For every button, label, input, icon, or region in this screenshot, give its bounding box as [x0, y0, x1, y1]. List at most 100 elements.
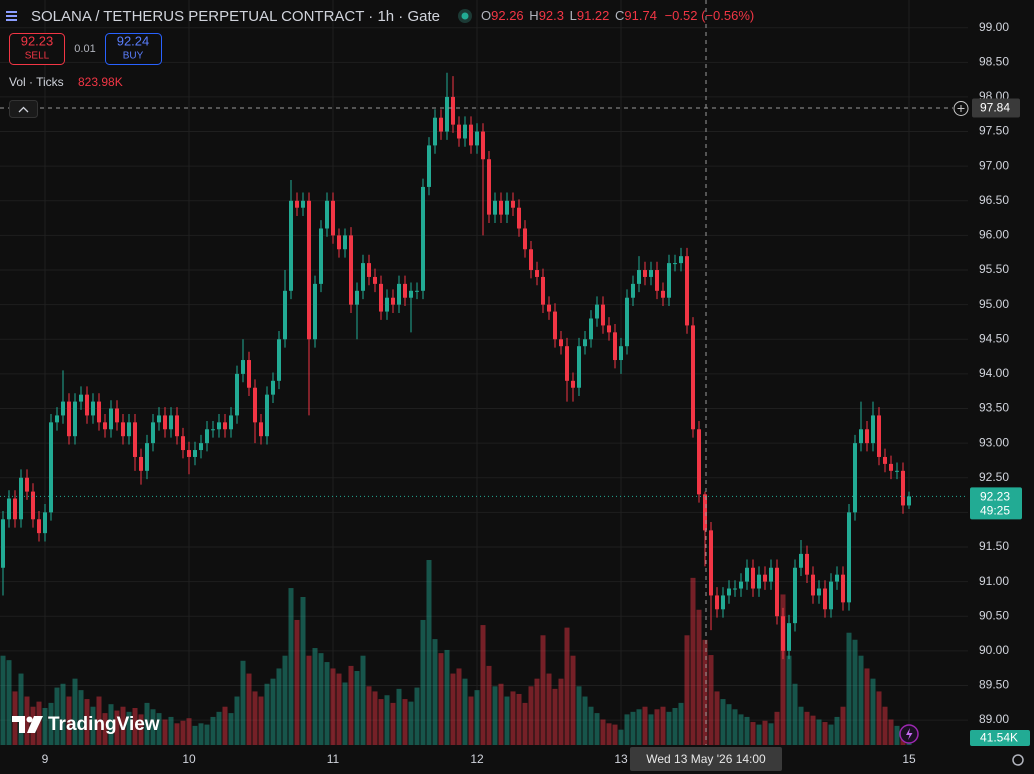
candle-body — [703, 494, 707, 531]
volume-bar — [636, 709, 642, 745]
brand-logo: TradingView — [12, 714, 160, 735]
sell-button[interactable]: 92.23 SELL — [9, 33, 65, 65]
volume-bar — [498, 683, 504, 745]
candle-body — [829, 581, 833, 610]
volume-bar — [336, 673, 342, 745]
volume-bar — [168, 716, 174, 745]
candle-body — [631, 283, 635, 298]
volume-bar — [42, 708, 48, 745]
candle-body — [391, 297, 395, 305]
volume-bar — [456, 668, 462, 745]
candle-body — [883, 456, 887, 464]
candle-body — [361, 263, 365, 291]
volume-bar — [228, 713, 234, 745]
y-tick-label: 97.00 — [979, 158, 1009, 172]
candle-body — [559, 339, 563, 347]
buy-box[interactable] — [105, 33, 162, 65]
candle-body — [187, 450, 191, 457]
candle-body — [223, 422, 227, 430]
candle-body — [571, 380, 575, 388]
candle-body — [853, 443, 857, 513]
candle-body — [517, 207, 521, 229]
candle-body — [793, 567, 797, 624]
settings-icon[interactable] — [1012, 754, 1024, 766]
logo-dot — [26, 716, 33, 723]
volume-bar — [750, 722, 756, 745]
volume-bar — [96, 696, 102, 745]
volume-bar — [474, 690, 480, 745]
volume-bar — [738, 714, 744, 745]
candle-body — [7, 498, 11, 520]
candle-body — [727, 588, 731, 596]
volume-bar — [330, 668, 336, 745]
symbol-icon — [6, 11, 17, 21]
volume-bar — [84, 699, 90, 745]
candle-body — [157, 415, 161, 423]
volume-bar — [834, 716, 840, 745]
candle-body — [769, 567, 773, 582]
ohlc-value: 92.26 — [491, 8, 524, 23]
candle-body — [721, 595, 725, 610]
volume-bar — [720, 699, 726, 745]
volume-bar — [132, 708, 138, 745]
volume-bars — [0, 560, 912, 745]
candle-body — [367, 263, 371, 277]
collapse-box[interactable] — [9, 100, 38, 118]
volume-bar — [492, 686, 498, 745]
candle-body — [109, 408, 113, 430]
volume-bar — [300, 597, 306, 745]
candle-body — [595, 304, 599, 319]
candle-body — [589, 318, 593, 340]
candle-body — [643, 270, 647, 277]
volume-bar — [432, 639, 438, 745]
ohlc-legend: O92.26 H92.3 L91.22 C91.74 −0.52 (−0.56%… — [481, 8, 754, 23]
volume-bar — [702, 639, 708, 745]
candle-body — [409, 290, 413, 298]
buy-button[interactable]: 92.24 BUY — [105, 33, 162, 65]
candle-body — [289, 200, 293, 291]
chart-title: SOLANA / TETHERUS PERPETUAL CONTRACT · 1… — [31, 8, 440, 25]
volume-bar — [102, 713, 108, 745]
candle-body — [859, 429, 863, 444]
volume-bar — [294, 619, 300, 745]
volume-bar — [528, 686, 534, 745]
candle-body — [691, 325, 695, 430]
candle-body — [271, 380, 275, 395]
candle-body — [151, 422, 155, 444]
candle-body — [673, 263, 677, 265]
plus-sign — [957, 105, 965, 112]
y-tick-label: 89.00 — [979, 712, 1009, 726]
volume-bar — [660, 706, 666, 745]
candle-body — [331, 200, 335, 236]
volume-bar — [270, 678, 276, 745]
spread: 0.01 — [74, 43, 95, 55]
volume-bar — [120, 706, 126, 745]
y-tick-label: 90.50 — [979, 608, 1009, 622]
volume-bar — [876, 691, 882, 745]
volume-bar — [306, 655, 312, 745]
volume-bar — [486, 665, 492, 745]
volume-bar — [792, 683, 798, 745]
candle-body — [103, 422, 107, 430]
volume-bar — [696, 609, 702, 745]
y-tick-label: 95.50 — [979, 262, 1009, 276]
candle-body — [679, 256, 683, 264]
candle-body — [733, 588, 737, 590]
volume-bar — [744, 716, 750, 745]
candle-body — [457, 124, 461, 139]
candle-body — [901, 470, 905, 506]
volume-bar — [90, 706, 96, 745]
sell-box[interactable] — [9, 33, 65, 65]
volume-bar — [516, 693, 522, 745]
volume-bar — [462, 678, 468, 745]
volume-bar — [414, 687, 420, 745]
y-tick-label: 90.00 — [979, 643, 1009, 657]
volume-bar — [564, 627, 570, 745]
candle-body — [607, 325, 611, 333]
collapse-button[interactable] — [9, 100, 38, 118]
brand-name: TradingView — [48, 714, 160, 735]
volume-bar — [588, 706, 594, 745]
y-tick-label: 95.00 — [979, 297, 1009, 311]
volume-bar — [816, 719, 822, 745]
volume-bar — [774, 711, 780, 745]
